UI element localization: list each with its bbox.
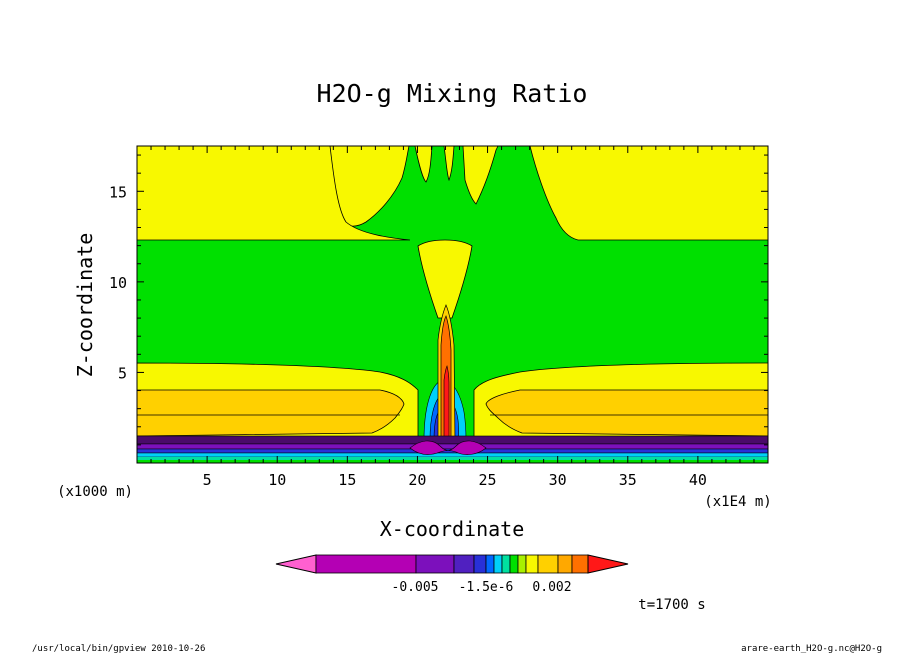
- y-tick-label: 10: [109, 274, 127, 292]
- x-axis-units: (x1E4 m): [704, 494, 771, 510]
- contour-field: [137, 146, 768, 463]
- colorbar-label-1: -0.005: [392, 580, 439, 595]
- footer-left: /usr/local/bin/gpview 2010-10-26: [32, 644, 205, 654]
- surface-layer-green: [137, 460, 768, 463]
- x-tick-label: 35: [619, 471, 637, 489]
- colorbar-segment: [453, 554, 475, 574]
- x-tick-label: 30: [549, 471, 567, 489]
- x-tick-label: 25: [479, 471, 497, 489]
- surface-layer-teal: [137, 457, 768, 460]
- x-tick-label: 10: [268, 471, 286, 489]
- axis-ticks: 5 10 15 20 25 30 35 40 5 10 15: [109, 146, 769, 489]
- y-tick-label: 5: [118, 364, 127, 382]
- colorbar: [275, 554, 629, 574]
- colorbar-segment: [509, 554, 519, 574]
- colorbar-cap-low: [275, 554, 317, 574]
- colorbar-label-3: 0.002: [532, 580, 571, 595]
- x-tick-label: 40: [689, 471, 707, 489]
- surface-layer-purple: [137, 435, 768, 445]
- colorbar-segment: [525, 554, 539, 574]
- colorbar-segment: [537, 554, 559, 574]
- contour-band-gold: [137, 389, 405, 437]
- colorbar-segment: [557, 554, 573, 574]
- colorbar-label-2: -1.5e-6: [459, 580, 514, 595]
- time-annotation: t=1700 s: [638, 597, 705, 613]
- x-tick-label: 15: [338, 471, 356, 489]
- y-tick-label: 15: [109, 183, 127, 201]
- chart-title: H2O-g Mixing Ratio: [317, 79, 588, 108]
- colorbar-segment: [501, 554, 511, 574]
- contour-band-upper-left: [137, 146, 411, 241]
- contour-band-gold-right: [485, 389, 768, 437]
- x-axis-label: X-coordinate: [380, 517, 525, 541]
- plot-area: 5 10 15 20 25 30 35 40 5 10 15: [109, 145, 769, 489]
- colorbar-segment: [473, 554, 487, 574]
- colorbar-segment: [485, 554, 495, 574]
- x-tick-label: 5: [203, 471, 212, 489]
- surface-bulge: [409, 440, 487, 455]
- colorbar-labels: -0.005 -1.5e-6 0.002: [392, 580, 572, 595]
- y-axis-units: (x1000 m): [57, 484, 133, 500]
- y-axis-label: Z-coordinate: [73, 233, 97, 378]
- footer-right: arare-earth_H2O-g.nc@H2O-g: [741, 644, 882, 654]
- colorbar-segment: [415, 554, 455, 574]
- colorbar-segment: [493, 554, 503, 574]
- colorbar-cap-high: [587, 554, 629, 574]
- colorbar-segment: [517, 554, 527, 574]
- surface-layer-magenta: [137, 443, 768, 450]
- contour-plume-red: [443, 365, 450, 441]
- contour-band-upper-yellow: [137, 146, 768, 241]
- surface-layer-cyan: [137, 452, 768, 458]
- colorbar-segment: [315, 554, 417, 574]
- plot-frame: [136, 145, 769, 464]
- x-tick-label: 20: [408, 471, 426, 489]
- contour-plume-yellow: [417, 239, 473, 319]
- colorbar-segment: [571, 554, 589, 574]
